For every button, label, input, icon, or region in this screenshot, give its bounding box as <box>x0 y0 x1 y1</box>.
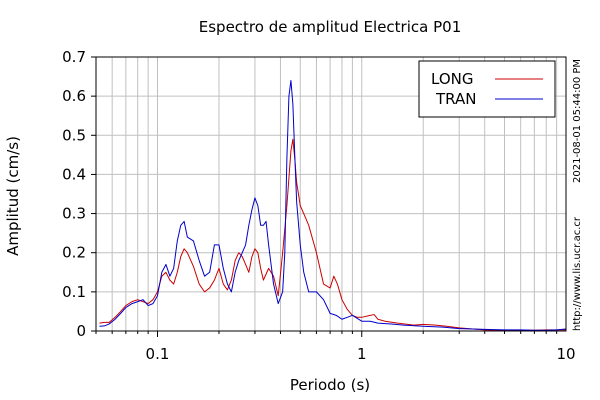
timestamp-label: 2021-08-01 05:44:00 PM <box>572 59 583 183</box>
y-tick-label: 0.7 <box>62 48 86 66</box>
legend: LONG TRAN <box>418 60 556 118</box>
x-axis-title: Periodo (s) <box>290 376 370 394</box>
series-lines <box>99 79 567 331</box>
y-axis-title: Amplitud (cm/s) <box>4 136 22 256</box>
chart-title: Espectro de amplitud Electrica P01 <box>199 18 462 36</box>
plot-frame <box>95 56 567 332</box>
x-tick-label: 10 <box>556 345 575 363</box>
y-tick-label: 0.3 <box>62 205 86 223</box>
y-tick-label: 0.1 <box>62 283 86 301</box>
x-tick-label: 1 <box>357 345 367 363</box>
axis-ticks: 0 0.1 0.2 0.3 0.4 0.5 0.6 0.7 0.1 1 10 <box>62 48 575 363</box>
series-line-long <box>99 138 566 331</box>
y-tick-label: 0.2 <box>62 244 86 262</box>
x-tick-label: 0.1 <box>146 345 170 363</box>
y-tick-label: 0 <box>76 322 86 340</box>
y-tick-label: 0.5 <box>62 126 86 144</box>
source-url-label: http://www.lis.ucr.ac.cr <box>572 216 583 331</box>
y-tick-label: 0.4 <box>62 165 86 183</box>
series-line-tran <box>99 79 567 331</box>
legend-box <box>418 60 556 118</box>
y-tick-label: 0.6 <box>62 87 86 105</box>
legend-label-long: LONG <box>431 70 473 88</box>
legend-label-tran: TRAN <box>435 90 476 108</box>
